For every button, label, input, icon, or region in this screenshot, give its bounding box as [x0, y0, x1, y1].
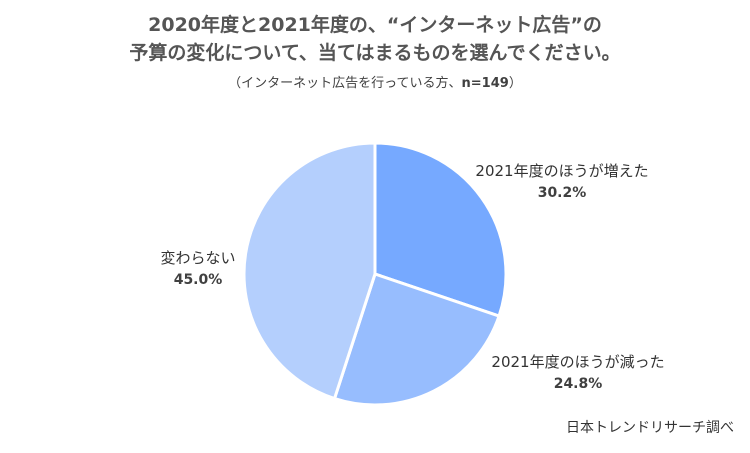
slice-label-unchanged: 変わらない 45.0%: [143, 247, 253, 291]
slice-value-decreased: 24.8%: [553, 376, 603, 392]
slice-value-increased: 30.2%: [537, 185, 587, 201]
slice-name-decreased: 2021年度のほうが減った: [491, 353, 665, 371]
subtitle-suffix: ）: [508, 76, 522, 91]
slice-name-unchanged: 変わらない: [160, 249, 236, 267]
chart-subtitle: （インターネット広告を行っている方、n=149）: [0, 72, 750, 91]
slice-label-increased: 2021年度のほうが増えた 30.2%: [462, 160, 662, 204]
pie-slice-decreased: [333, 272, 501, 407]
slice-label-decreased: 2021年度のほうが減った 24.8%: [478, 351, 678, 395]
subtitle-prefix: （インターネット広告を行っている方、: [228, 76, 462, 91]
source-note: 日本トレンドリサーチ調べ: [566, 420, 734, 436]
slice-name-increased: 2021年度のほうが増えた: [475, 162, 649, 180]
chart-title-line1: 2020年度と2021年度の、“インターネット広告”の: [148, 14, 602, 36]
pie-slice-increased: [373, 141, 508, 318]
chart-title-line2: 予算の変化について、当てはまるものを選んでください。: [129, 42, 621, 64]
slice-value-unchanged: 45.0%: [173, 272, 223, 288]
pie-slice-unchanged: [242, 141, 377, 401]
subtitle-sample-size: n=149: [461, 76, 509, 91]
